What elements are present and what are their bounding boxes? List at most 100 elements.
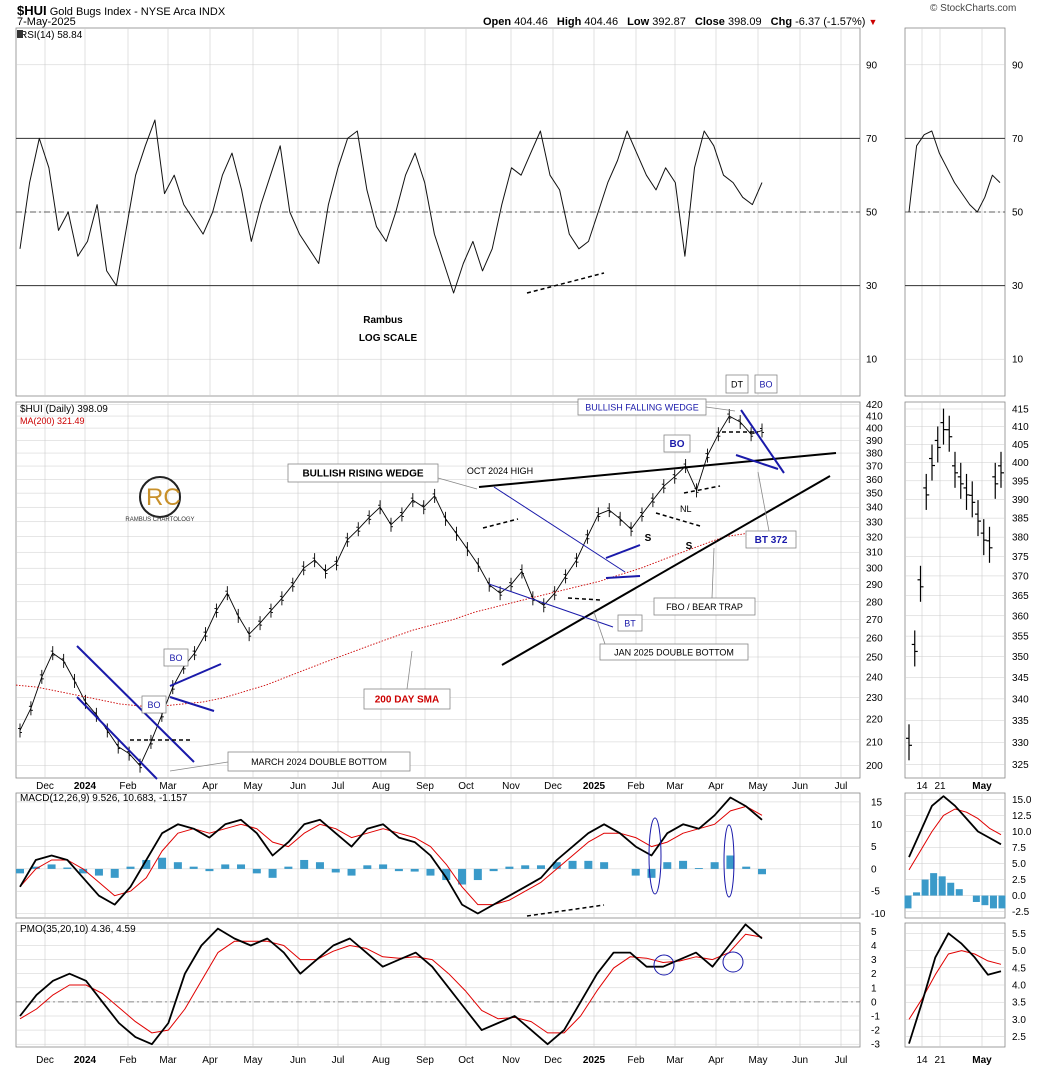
y-tick-label: 360 (866, 475, 883, 486)
shoulder-right-label: S (686, 541, 693, 552)
bt-label-box (617, 614, 643, 632)
macd-histogram-bar (221, 864, 230, 869)
falling-channel-lower (488, 583, 614, 628)
falling-channel-upper (493, 486, 626, 573)
macd-divergence-line (526, 904, 605, 917)
sma-200-label: 200 DAY SMA (375, 695, 439, 706)
y-tick-label: 10 (1012, 355, 1024, 366)
x-tick-label: Oct (458, 781, 474, 792)
down-arrow-icon: ▼ (868, 17, 878, 27)
x-tick-label: May (749, 1055, 768, 1066)
macd-histogram-bar (758, 868, 766, 875)
y-tick-label: 70 (1012, 134, 1024, 145)
macd-zoom-histogram-bar (921, 879, 929, 896)
y-tick-label: 12.5 (1012, 811, 1032, 822)
y-tick-label: 3.0 (1012, 1015, 1026, 1026)
x-tick-label: Jun (290, 781, 306, 792)
y-tick-label: 260 (866, 633, 883, 644)
price-title: $HUI (Daily) 398.09 (20, 404, 108, 415)
macd-histogram-bar (694, 868, 703, 869)
y-tick-label: 4.0 (1012, 981, 1026, 992)
x-tick-label: Sep (416, 781, 434, 792)
x-tick-label: Dec (544, 1055, 562, 1066)
callout-line (169, 761, 229, 772)
chg-value: -6.37 (-1.57%) (795, 16, 866, 28)
macd-histogram-bar (600, 862, 609, 869)
macd-histogram-bar (631, 868, 640, 876)
y-tick-label: -2 (871, 1026, 880, 1037)
y-tick-label: -2.5 (1012, 907, 1030, 918)
pmo-signal-line (19, 933, 763, 1034)
jan-neckline (567, 597, 601, 601)
chg-label: Chg (770, 16, 793, 28)
macd-zoom-line (908, 795, 1002, 858)
y-tick-label: 420 (866, 400, 883, 411)
y-tick-label: 350 (866, 489, 883, 500)
macd-histogram-bar (679, 860, 688, 869)
bo-label-feb-box (141, 695, 167, 714)
bo-label-top-box (754, 374, 778, 394)
y-tick-label: 365 (1012, 591, 1029, 602)
bt-372-label-box (745, 530, 797, 549)
y-tick-label: 5.0 (1012, 859, 1026, 870)
bo-label-mar-box (163, 648, 189, 667)
y-tick-label: -3 (871, 1040, 880, 1051)
macd-histogram-bar (158, 857, 167, 869)
callout-line (593, 611, 606, 645)
panel-frame (15, 792, 861, 919)
y-tick-label: 310 (866, 548, 883, 559)
x-tick-label: Mar (666, 781, 684, 792)
callout-line (757, 471, 770, 532)
macd-zoom-signal-line (908, 808, 1002, 871)
bo-label-top: BO (759, 380, 772, 390)
panel-frame (904, 792, 1006, 919)
y-tick-label: 390 (1012, 495, 1029, 506)
macd-histogram-bar (505, 866, 514, 869)
macd-histogram-bar (584, 860, 593, 869)
flag-upper-line (169, 663, 222, 687)
macd-histogram-bar (489, 868, 498, 872)
x-tick-label: Dec (36, 781, 54, 792)
y-tick-label: 15 (871, 797, 883, 808)
macd-histogram-bar (363, 865, 372, 869)
x-tick-label: Jul (835, 781, 848, 792)
x-tick-label: Jul (835, 1055, 848, 1066)
macd-histogram-bar (473, 868, 482, 881)
x-tick-label: May (244, 781, 263, 792)
macd-zoom-histogram-bar (998, 895, 1006, 909)
x-tick-label: Oct (458, 1055, 474, 1066)
macd-histogram-bar (16, 868, 24, 874)
x-tick-label: 14 (916, 781, 928, 792)
macd-zoom-histogram-bar (947, 882, 955, 896)
y-tick-label: 405 (1012, 440, 1029, 451)
x-tick-label: Dec (544, 781, 562, 792)
x-tick-label: Jun (290, 1055, 306, 1066)
x-tick-label: Feb (627, 1055, 645, 1066)
jan-2025-double-bottom-label: JAN 2025 DOUBLE BOTTOM (614, 648, 734, 658)
y-tick-label: 230 (866, 693, 883, 704)
y-tick-label: 2.5 (1012, 875, 1026, 886)
oct-2024-high-label: OCT 2024 HIGH (467, 466, 533, 476)
dt-label-box (725, 374, 749, 394)
y-tick-label: 340 (866, 503, 883, 514)
macd-zoom-histogram-bar (930, 873, 938, 896)
x-tick-label: Jul (332, 1055, 345, 1066)
y-tick-label: 4.5 (1012, 963, 1026, 974)
x-tick-label: Apr (708, 781, 724, 792)
watermark-logo (139, 476, 181, 518)
chart-date: 7-May-2025 (17, 16, 76, 28)
x-tick-label: 2025 (583, 1055, 606, 1066)
macd-title: MACD(12,26,9) 9.526, 10.683, -1.157 (20, 793, 188, 804)
x-tick-label: 21 (934, 1055, 946, 1066)
y-tick-label: 330 (866, 517, 883, 528)
y-tick-label: 380 (1012, 533, 1029, 544)
x-tick-label: Aug (372, 1055, 390, 1066)
y-tick-label: 375 (1012, 552, 1029, 563)
bo-flag-line (605, 544, 641, 559)
pmo-circle (653, 954, 675, 976)
y-tick-label: 5 (871, 927, 877, 938)
y-tick-label: 5.5 (1012, 929, 1026, 940)
falling-wedge-lower (735, 454, 779, 470)
bullish-rising-wedge-label-box (287, 463, 439, 483)
